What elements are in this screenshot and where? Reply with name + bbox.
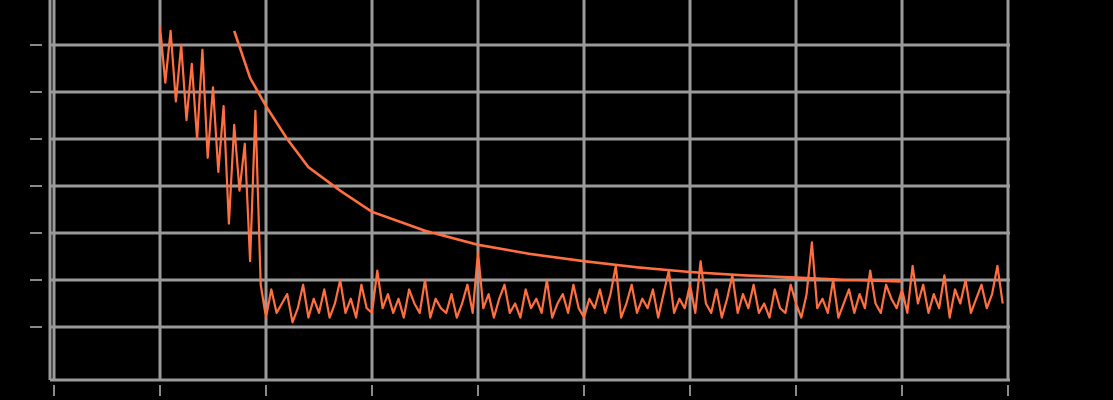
grid-layer bbox=[48, 0, 1010, 382]
axis-ticks bbox=[30, 44, 1009, 396]
smooth-series-line bbox=[232, 30, 903, 283]
noisy-series-line bbox=[158, 26, 1004, 324]
series-layer bbox=[158, 26, 1004, 324]
